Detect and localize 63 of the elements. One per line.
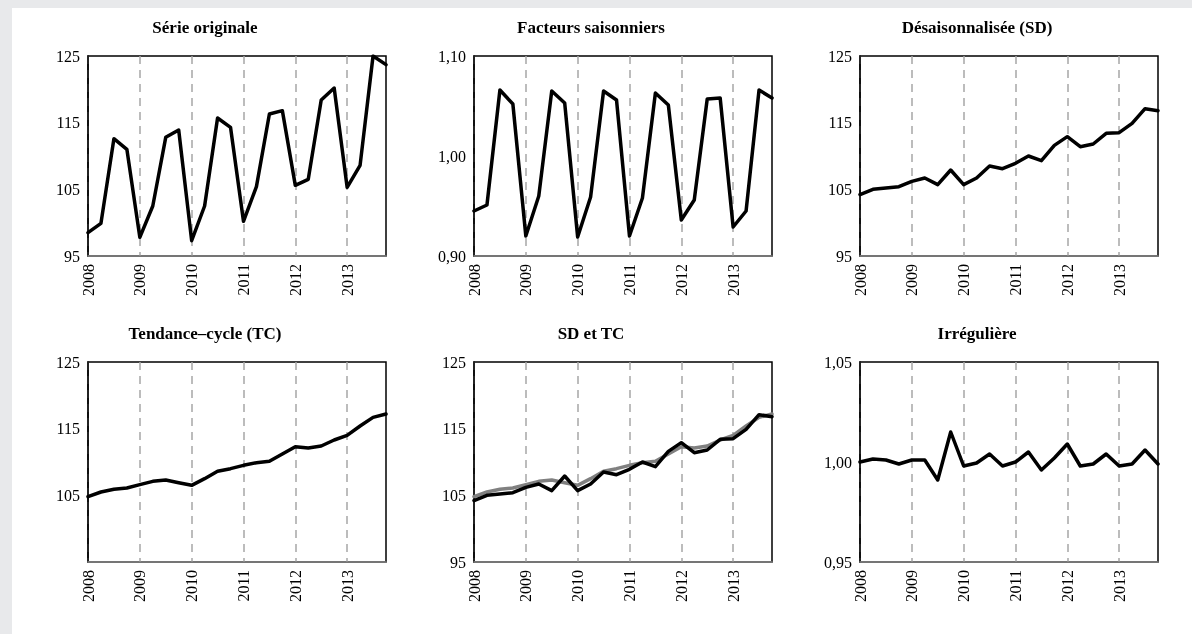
x-tick-label: 2010 bbox=[955, 570, 973, 602]
x-tick-label: 2012 bbox=[286, 570, 304, 602]
chart-title: Tendance–cycle (TC) bbox=[128, 324, 282, 343]
x-tick-label: 2008 bbox=[465, 570, 483, 602]
x-tick-label: 2010 bbox=[955, 264, 973, 296]
y-tick-label: 125 bbox=[442, 353, 466, 371]
chart-title: Facteurs saisonniers bbox=[517, 18, 666, 37]
x-tick-label: 2011 bbox=[1006, 264, 1024, 296]
y-tick-label: 115 bbox=[828, 114, 852, 132]
x-tick-label: 2009 bbox=[131, 570, 149, 602]
x-tick-label: 2009 bbox=[517, 570, 535, 602]
y-tick-label: 95 bbox=[836, 247, 852, 265]
x-tick-label: 2010 bbox=[183, 570, 201, 602]
x-tick-label: 2012 bbox=[672, 570, 690, 602]
x-tick-label: 2009 bbox=[903, 264, 921, 296]
x-tick-label: 2008 bbox=[79, 570, 97, 602]
x-tick-label: 2008 bbox=[465, 264, 483, 296]
x-tick-label: 2012 bbox=[672, 264, 690, 296]
y-tick-label: 0,90 bbox=[438, 247, 466, 265]
x-tick-label: 2013 bbox=[1110, 570, 1128, 602]
y-tick-label: 95 bbox=[64, 247, 80, 265]
x-tick-label: 2013 bbox=[724, 570, 742, 602]
x-tick-label: 2011 bbox=[234, 264, 252, 296]
y-tick-label: 95 bbox=[450, 553, 466, 571]
y-tick-label: 0,95 bbox=[824, 553, 852, 571]
chart-title: Irrégulière bbox=[937, 324, 1017, 343]
x-tick-label: 2010 bbox=[569, 570, 587, 602]
y-tick-label: 115 bbox=[442, 420, 466, 438]
x-tick-label: 2012 bbox=[286, 264, 304, 296]
x-tick-label: 2008 bbox=[851, 264, 869, 296]
y-tick-label: 115 bbox=[56, 114, 80, 132]
y-tick-label: 1,00 bbox=[824, 453, 852, 471]
x-tick-label: 2008 bbox=[79, 264, 97, 296]
y-tick-label: 125 bbox=[56, 353, 80, 371]
y-tick-label: 125 bbox=[56, 47, 80, 65]
y-tick-label: 1,05 bbox=[824, 353, 852, 371]
x-tick-label: 2010 bbox=[569, 264, 587, 296]
y-tick-label: 1,00 bbox=[438, 147, 466, 165]
x-tick-label: 2012 bbox=[1058, 264, 1076, 296]
chart-title: Désaisonnalisée (SD) bbox=[901, 18, 1053, 37]
x-tick-label: 2010 bbox=[183, 264, 201, 296]
y-tick-label: 105 bbox=[56, 180, 80, 198]
x-tick-label: 2011 bbox=[1006, 570, 1024, 602]
y-tick-label: 1,10 bbox=[438, 47, 466, 65]
chart-title: Série originale bbox=[152, 18, 259, 37]
x-tick-label: 2013 bbox=[338, 264, 356, 296]
chart-title: SD et TC bbox=[557, 324, 625, 343]
x-tick-label: 2011 bbox=[234, 570, 252, 602]
y-tick-label: 105 bbox=[828, 180, 852, 198]
x-tick-label: 2013 bbox=[338, 570, 356, 602]
x-tick-label: 2009 bbox=[131, 264, 149, 296]
x-tick-label: 2013 bbox=[1110, 264, 1128, 296]
x-tick-label: 2013 bbox=[724, 264, 742, 296]
x-tick-label: 2012 bbox=[1058, 570, 1076, 602]
x-tick-label: 2009 bbox=[517, 264, 535, 296]
x-tick-label: 2009 bbox=[903, 570, 921, 602]
y-tick-label: 125 bbox=[828, 47, 852, 65]
x-tick-label: 2008 bbox=[851, 570, 869, 602]
y-tick-label: 115 bbox=[56, 420, 80, 438]
x-tick-label: 2011 bbox=[620, 570, 638, 602]
y-tick-label: 105 bbox=[442, 486, 466, 504]
x-tick-label: 2011 bbox=[620, 264, 638, 296]
y-tick-label: 105 bbox=[56, 486, 80, 504]
